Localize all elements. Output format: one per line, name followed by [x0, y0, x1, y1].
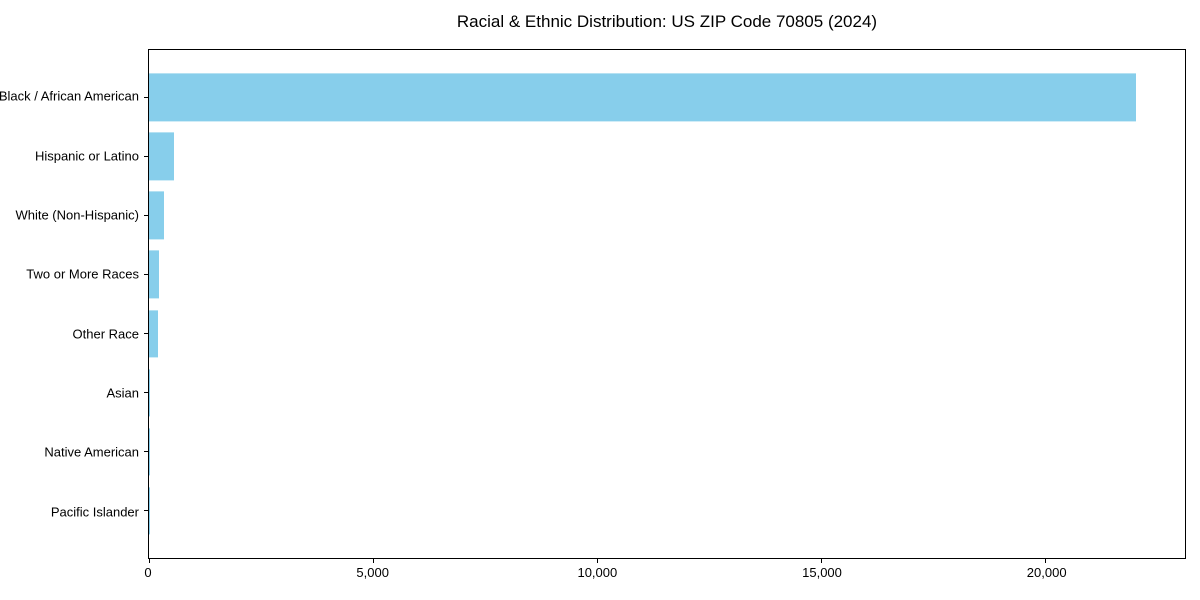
y-tick-label-white-non-hispanic: White (Non-Hispanic) — [15, 207, 139, 223]
y-axis: Black / African American Hispanic or Lati… — [0, 49, 148, 559]
y-tick-label-hispanic-or-latino: Hispanic or Latino — [34, 148, 139, 164]
x-tick-label-10-000: 10,000 — [577, 565, 618, 580]
y-tick-label-pacific-islander: Pacific Islander — [50, 504, 139, 520]
y-tick-mark — [144, 214, 149, 216]
x-tick-mark — [1045, 558, 1047, 563]
plot-area — [144, 49, 1186, 563]
y-tick-mark — [144, 273, 149, 275]
y-tick-label-asian: Asian — [106, 385, 139, 401]
y-tick-label-native-american: Native American — [44, 444, 139, 460]
x-tick-label-0: 0 — [144, 565, 152, 580]
x-tick-label-20-000: 20,000 — [1026, 565, 1067, 580]
x-tick-label-15-000: 15,000 — [802, 565, 842, 580]
y-tick-mark — [144, 155, 149, 157]
y-tick-label-two-or-more-races: Two or More Races — [26, 266, 139, 282]
x-axis: 0 5,000 10,000 15,000 20,000 — [144, 565, 1186, 585]
bar-asian — [149, 368, 151, 417]
x-tick-mark — [596, 558, 598, 563]
y-tick-mark — [144, 392, 149, 394]
y-tick-label-black-african-american: Black / African American — [0, 88, 139, 104]
bar-white-non-hispanic — [149, 191, 164, 240]
x-tick-label-5-000: 5,000 — [356, 565, 389, 580]
chart-title: Racial & Ethnic Distribution: US ZIP Cod… — [456, 12, 878, 31]
y-tick-mark — [144, 451, 149, 453]
x-tick-mark — [821, 558, 823, 563]
y-tick-mark — [144, 333, 149, 335]
bar-hispanic-or-latino — [149, 132, 174, 180]
bar-two-or-more-races — [149, 250, 160, 299]
y-tick-mark — [144, 96, 149, 98]
x-tick-mark — [148, 558, 150, 563]
x-tick-mark — [372, 558, 374, 563]
bar-other-race — [149, 309, 158, 358]
y-tick-mark — [144, 510, 149, 512]
bar-black-african-american — [149, 73, 1136, 121]
y-tick-label-other-race: Other Race — [72, 326, 139, 342]
